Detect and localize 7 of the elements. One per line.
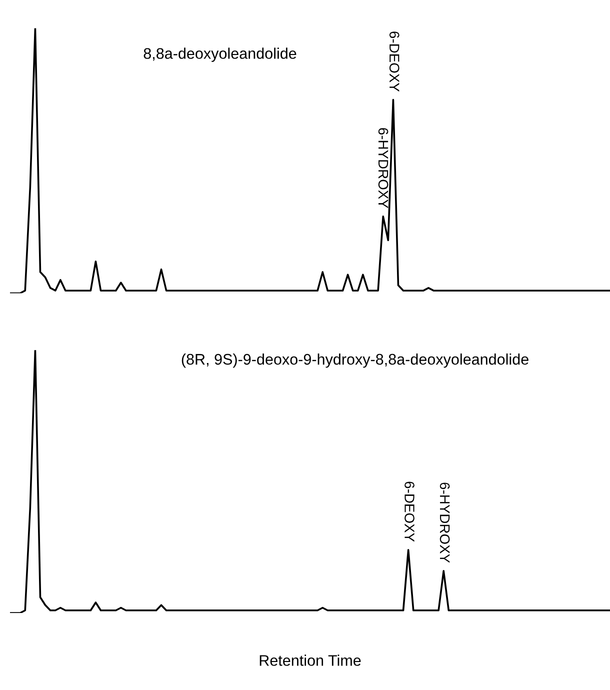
x-axis-title: Retention Time <box>260 654 361 666</box>
chart-title: (8R, 9S)-9-deoxo-9-hydroxy-8,8a-deoxyoleandolide <box>182 354 528 368</box>
annotation: 6-HYDROXY <box>378 128 388 208</box>
text: 8,8a-deoxyoleandolide <box>144 48 296 62</box>
annotation: 6-HYDROXY <box>440 482 450 563</box>
annotation: 6-DEOXY <box>389 32 400 92</box>
annotation: 6-DEOXY <box>404 482 414 542</box>
